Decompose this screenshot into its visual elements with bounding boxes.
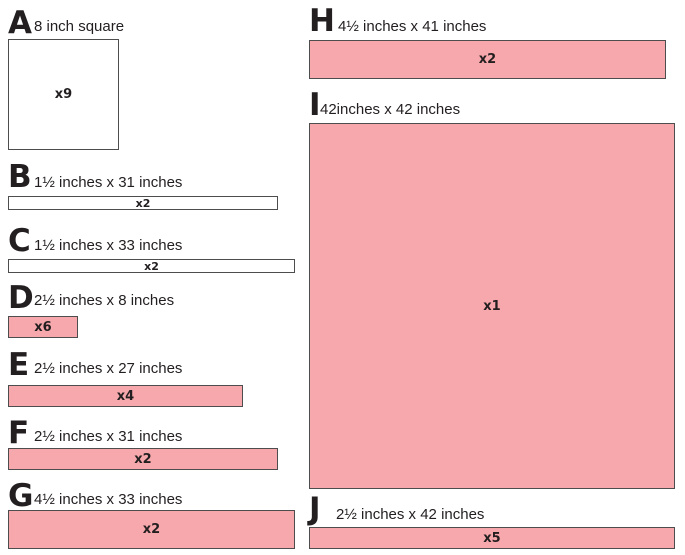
piece-h-label: 4½ inches x 41 inches [338,18,487,35]
piece-f-quantity: x2 [134,451,152,467]
piece-j-label: 2½ inches x 42 inches [336,506,485,523]
piece-g-letter: G [8,478,34,514]
piece-e-label: 2½ inches x 27 inches [34,360,183,377]
piece-i-quantity: x1 [483,298,501,314]
piece-f-letter: F [8,415,30,451]
piece-h-quantity: x2 [478,52,497,67]
piece-c-letter: C [8,223,31,259]
piece-g-quantity: x2 [142,522,161,537]
piece-e-rect: x4 [8,385,243,407]
piece-c-rect: x2 [8,259,295,273]
piece-h-letter: H [309,3,335,39]
piece-e-quantity: x4 [116,388,135,404]
piece-g-rect: x2 [8,510,295,549]
piece-a-letter: A [8,5,32,41]
piece-e-letter: E [8,347,30,383]
piece-g-label: 4½ inches x 33 inches [34,491,183,508]
piece-i-label: 42inches x 42 inches [320,101,461,118]
piece-a-quantity: x9 [54,87,73,102]
piece-j-letter: J [309,491,321,527]
piece-c-quantity: x2 [144,259,159,273]
piece-d-rect: x6 [8,316,78,338]
piece-b-letter: B [8,159,32,195]
piece-f-rect: x2 [8,448,278,470]
piece-f-label: 2½ inches x 31 inches [34,428,183,445]
piece-i-rect: x1 [309,123,675,489]
piece-h-rect: x2 [309,40,666,79]
piece-i-letter: I [309,87,321,123]
piece-b-label: 1½ inches x 31 inches [34,174,183,191]
piece-c-label: 1½ inches x 33 inches [34,237,183,254]
piece-d-label: 2½ inches x 8 inches [34,292,175,309]
piece-a-label: 8 inch square [34,18,125,35]
piece-a-rect: x9 [8,39,119,150]
piece-b-quantity: x2 [135,196,151,210]
piece-j-quantity: x5 [483,530,501,546]
piece-b-rect: x2 [8,196,278,210]
piece-j-rect: x5 [309,527,675,549]
piece-d-letter: D [8,280,34,316]
piece-d-quantity: x6 [34,319,52,335]
